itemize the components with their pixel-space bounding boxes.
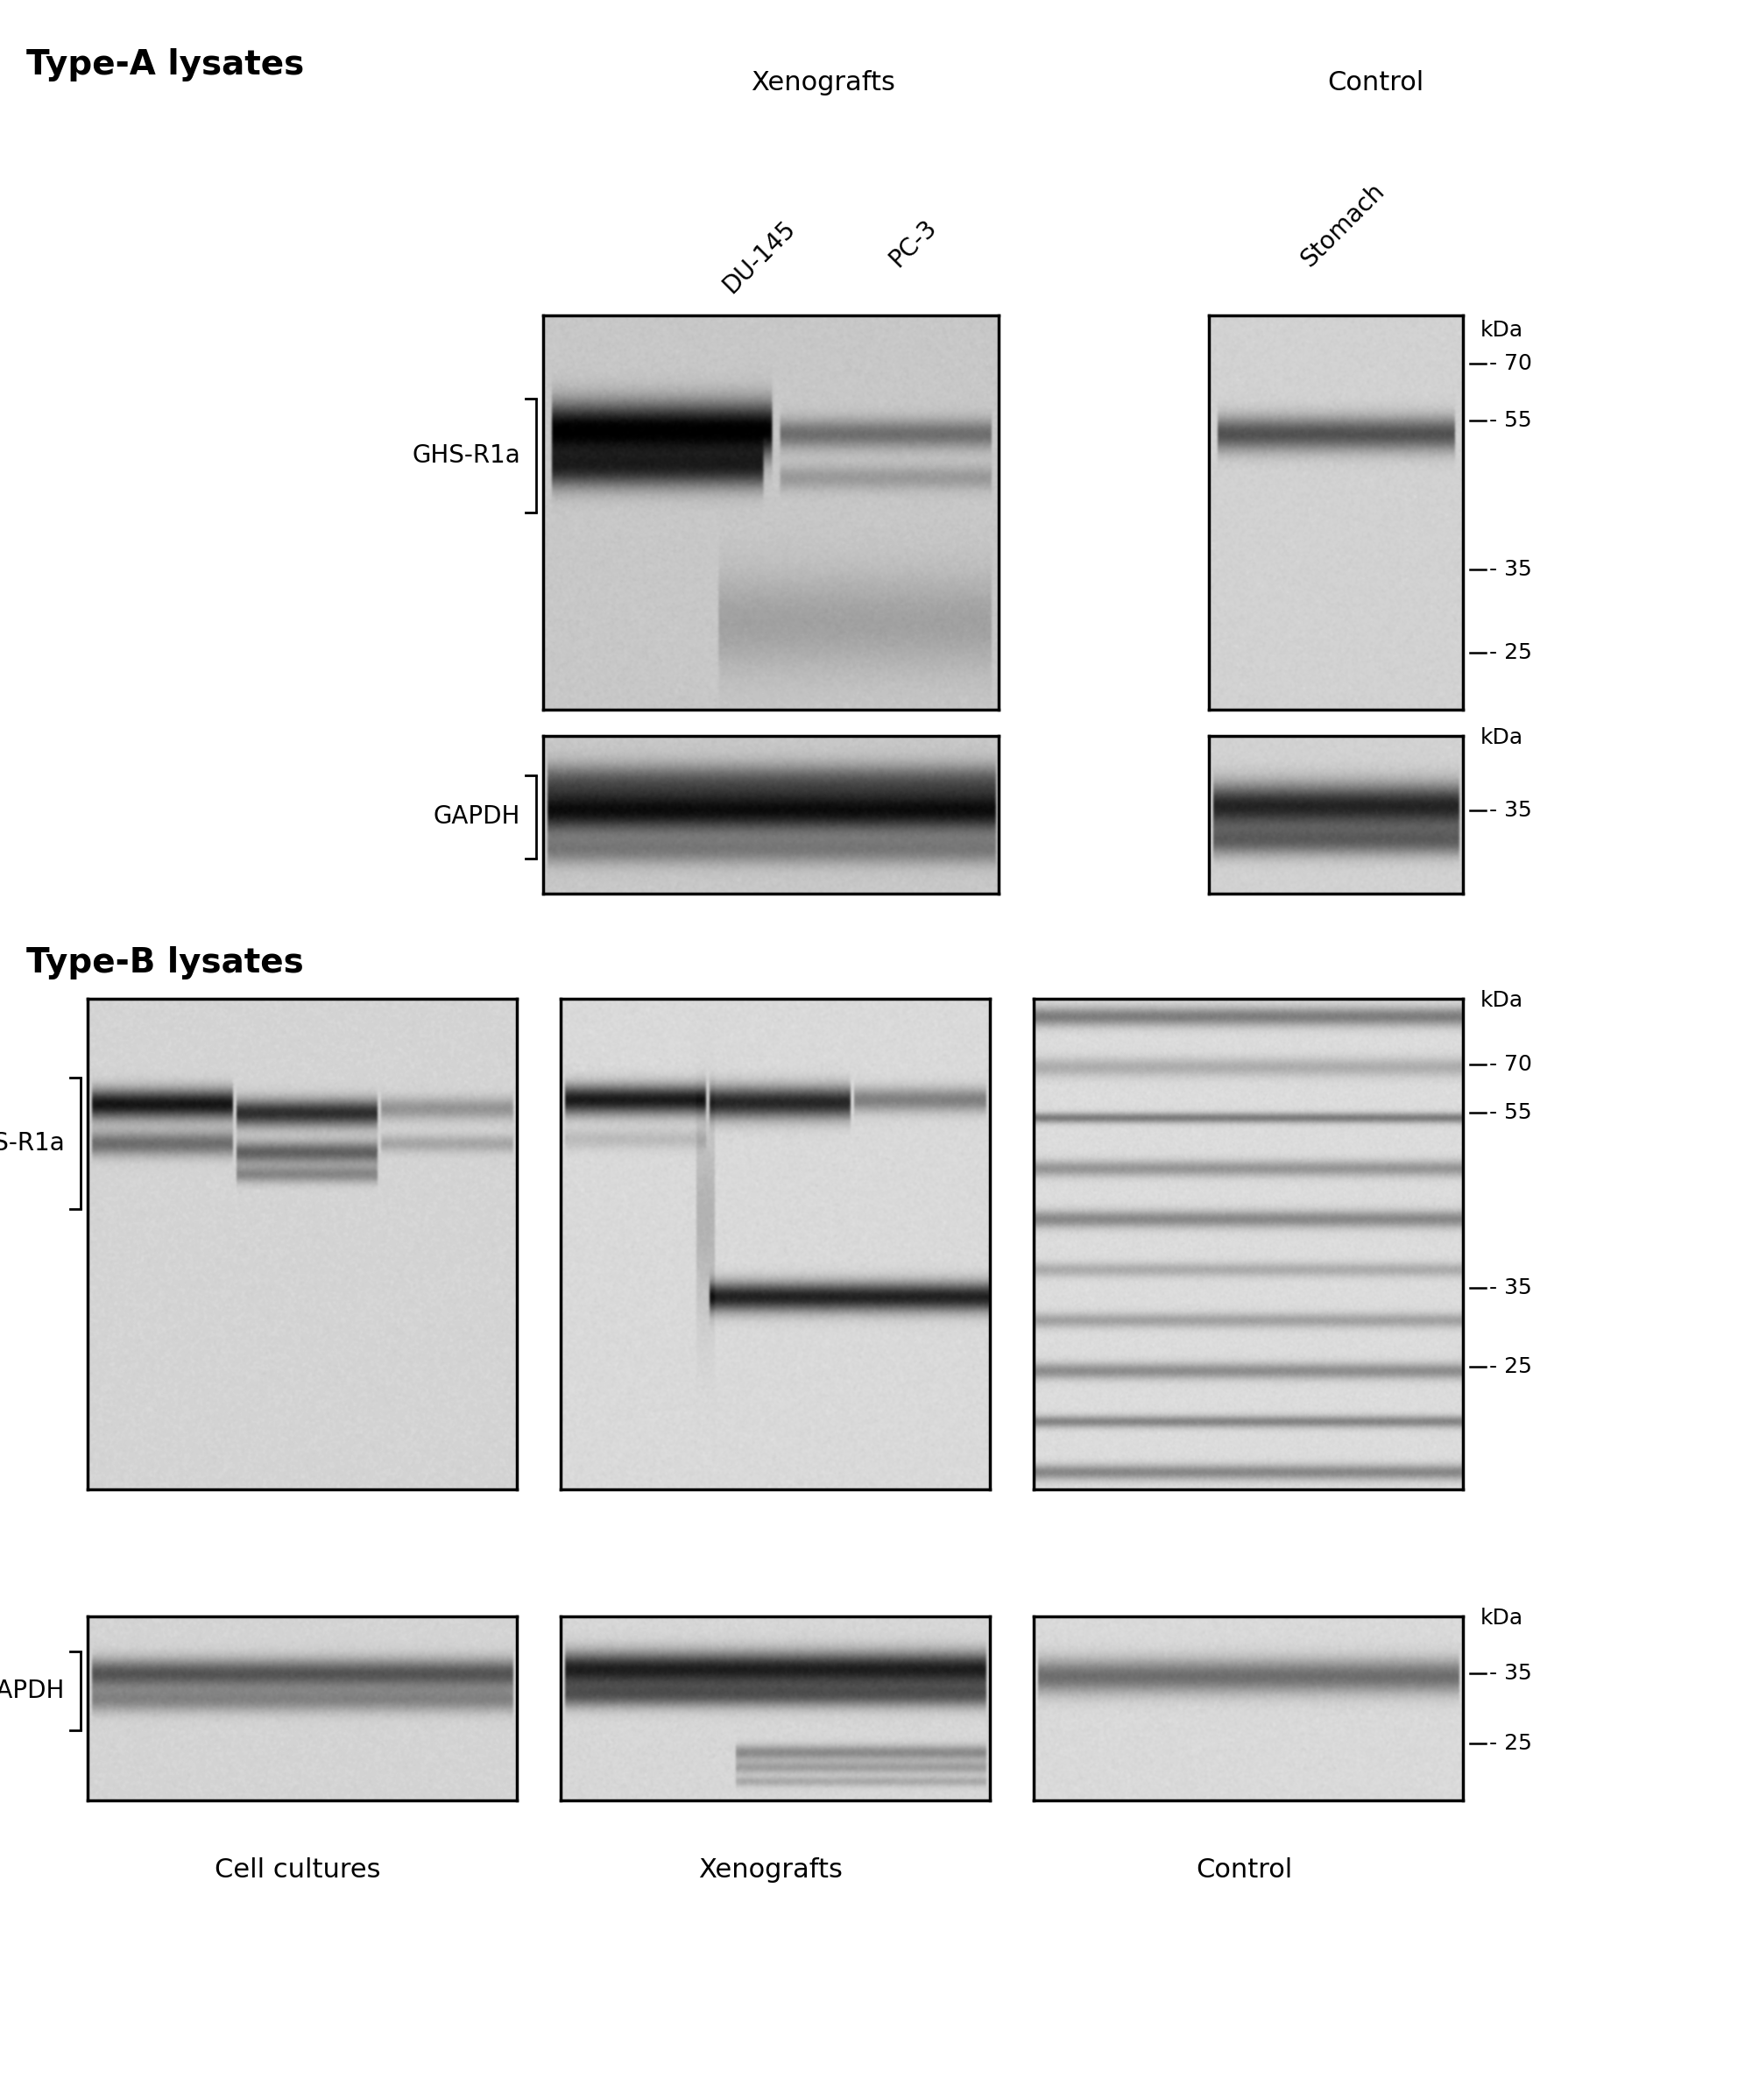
- Text: Control: Control: [1195, 1856, 1293, 1884]
- Text: Type-A lysates: Type-A lysates: [26, 48, 305, 82]
- Text: PC-3: PC-3: [885, 214, 941, 271]
- Text: - 25: - 25: [1489, 643, 1531, 664]
- Text: Xenografts: Xenografts: [699, 1856, 843, 1884]
- Text: - 70: - 70: [1489, 353, 1531, 374]
- Text: kDa: kDa: [1480, 319, 1524, 340]
- Text: - 35: - 35: [1489, 559, 1531, 580]
- Text: GHS-R1a: GHS-R1a: [0, 1132, 65, 1155]
- Text: GAPDH: GAPDH: [433, 804, 520, 830]
- Text: - 70: - 70: [1489, 1054, 1531, 1075]
- Text: GAPDH: GAPDH: [0, 1678, 65, 1703]
- Text: - 35: - 35: [1489, 1663, 1531, 1684]
- Text: - 55: - 55: [1489, 410, 1531, 430]
- Text: - 25: - 25: [1489, 1732, 1531, 1753]
- Text: Cell cultures: Cell cultures: [215, 1856, 380, 1884]
- Text: GHS-R1a: GHS-R1a: [412, 443, 520, 468]
- Text: kDa: kDa: [1480, 727, 1524, 748]
- Text: Control: Control: [1326, 69, 1424, 94]
- Text: Stomach: Stomach: [1296, 178, 1389, 271]
- Text: - 25: - 25: [1489, 1357, 1531, 1378]
- Text: kDa: kDa: [1480, 989, 1524, 1010]
- Text: Xenografts: Xenografts: [752, 69, 895, 94]
- Text: - 35: - 35: [1489, 1277, 1531, 1298]
- Text: Type-B lysates: Type-B lysates: [26, 947, 303, 979]
- Text: - 35: - 35: [1489, 800, 1531, 821]
- Text: - 55: - 55: [1489, 1102, 1531, 1124]
- Text: kDa: kDa: [1480, 1609, 1524, 1630]
- Text: DU-145: DU-145: [718, 216, 801, 298]
